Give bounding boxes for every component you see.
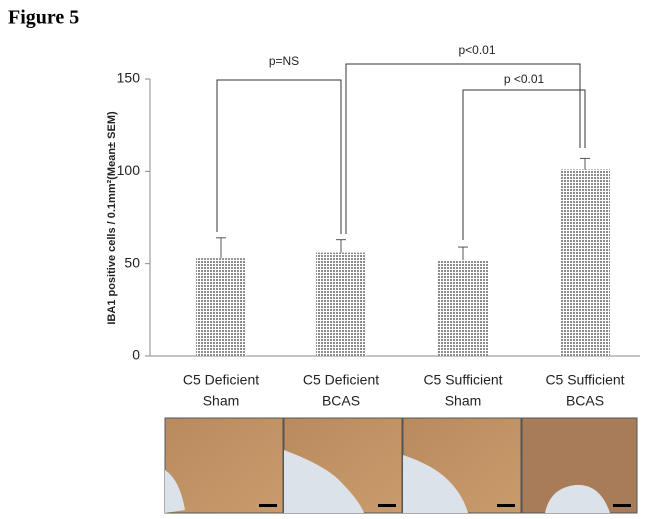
y-tick-label: 50	[124, 254, 140, 270]
bar	[316, 252, 366, 356]
significance-label: p <0.01	[504, 72, 545, 86]
x-tick-label: Sham	[445, 393, 482, 409]
y-tick-label: 100	[117, 162, 141, 178]
significance-label: p<0.01	[458, 43, 495, 57]
significance-bracket	[216, 79, 342, 234]
x-tick-label: BCAS	[566, 393, 604, 409]
significance-label: p=NS	[269, 54, 299, 68]
x-tick-label: C5 Deficient	[183, 372, 259, 388]
bar	[560, 169, 610, 356]
y-axis-label: IBA1 positive cells / 0.1mm²(Mean± SEM)	[106, 111, 118, 325]
x-tick-label: Sham	[203, 393, 240, 409]
figure-title: Figure 5	[8, 7, 79, 29]
bar	[438, 259, 488, 356]
significance-bracket	[462, 89, 586, 240]
bar	[196, 258, 246, 356]
micrographs	[164, 417, 638, 514]
significance-bracket	[345, 63, 581, 234]
x-tick-label: C5 Sufficient	[545, 372, 624, 388]
y-tick-label: 150	[117, 70, 141, 86]
x-tick-label: C5 Sufficient	[423, 372, 502, 388]
y-tick-label: 0	[132, 347, 140, 363]
x-tick-label: C5 Deficient	[303, 372, 379, 388]
x-tick-label: BCAS	[322, 393, 360, 409]
